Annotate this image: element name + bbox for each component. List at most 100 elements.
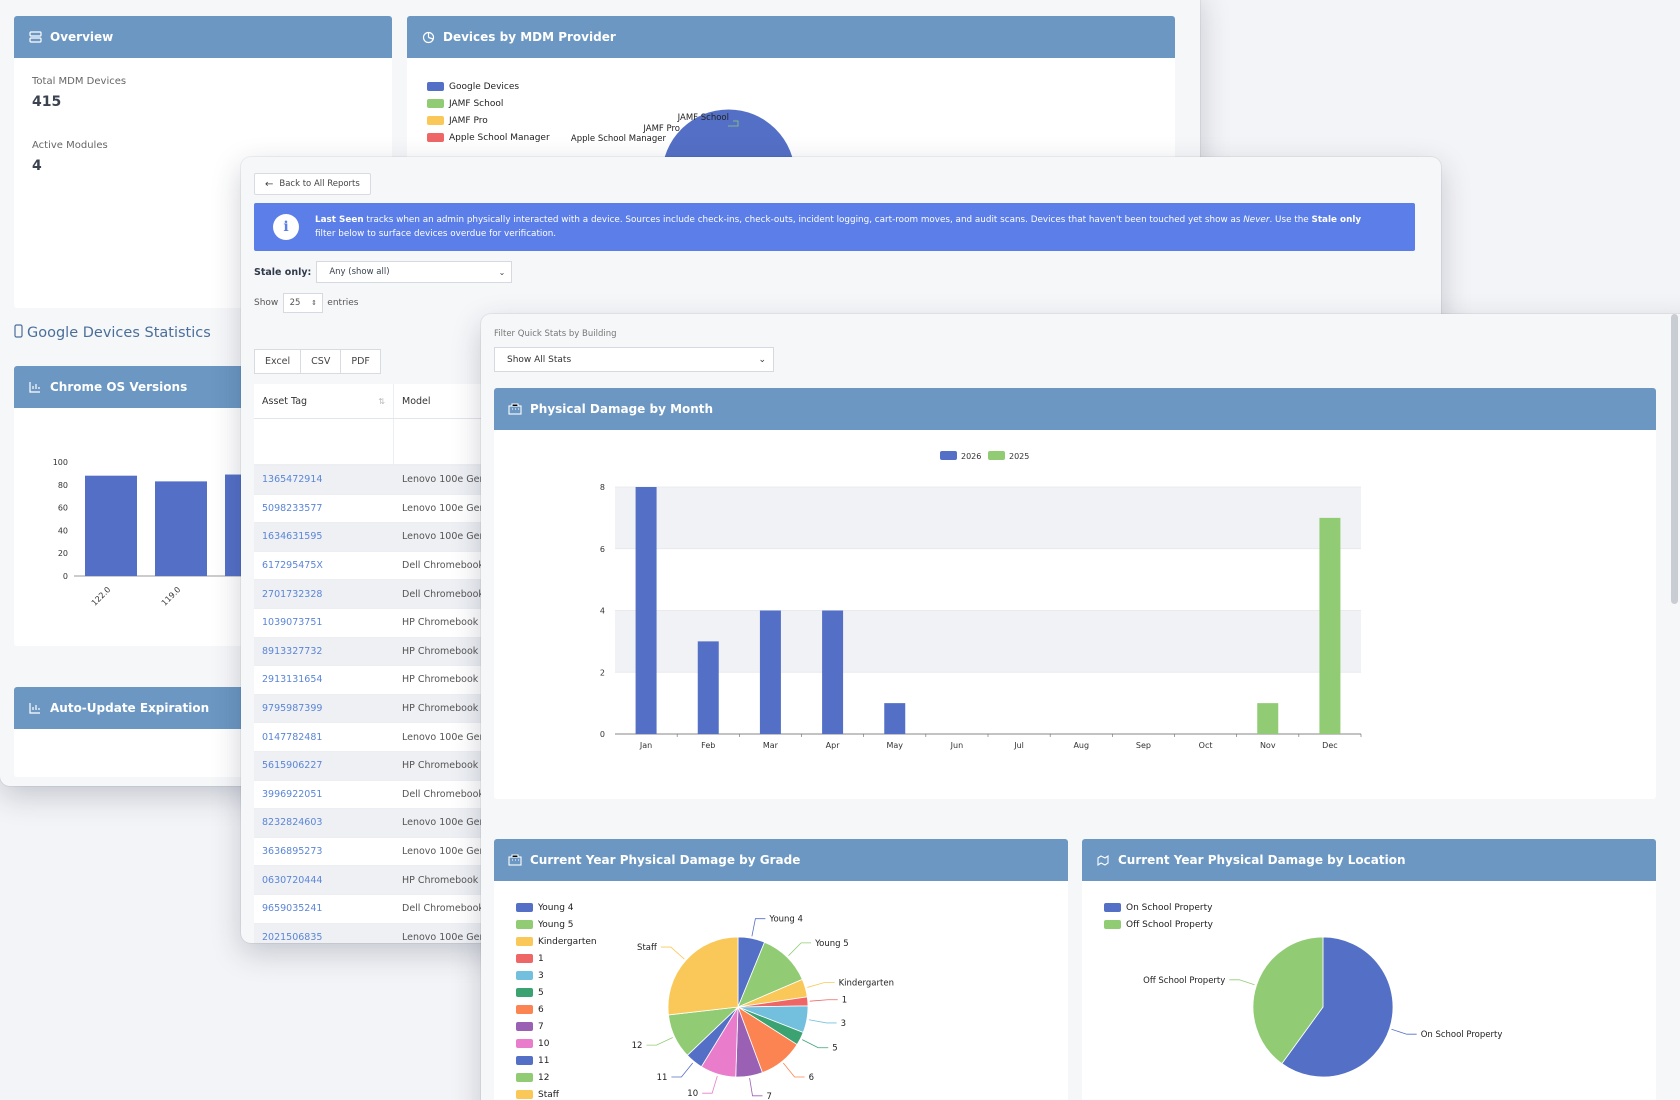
asset-tag-link[interactable]: 9795987399 bbox=[262, 703, 323, 715]
asset-tag-link[interactable]: 8232824603 bbox=[262, 817, 323, 829]
damage-month-bar-chart: 2026 2025 0 2 4 6 8 Jan Feb Mar Apr May Jun Jul Aug Sep… bbox=[600, 451, 1362, 750]
mdm-legend-item[interactable]: JAMF School bbox=[427, 95, 550, 112]
table-row[interactable]: 9795987399 HP Chromebook I bbox=[254, 693, 494, 723]
asset-tag-link[interactable]: 5098233577 bbox=[262, 502, 323, 514]
table-row[interactable]: 3996922051 Dell Chromebook bbox=[254, 779, 494, 809]
chrome-bar[interactable] bbox=[85, 475, 137, 576]
damage-bar[interactable] bbox=[635, 487, 657, 734]
pie-legend-item[interactable]: 7 bbox=[516, 1018, 597, 1035]
scrollbar-thumb[interactable] bbox=[1671, 314, 1678, 604]
pie-slice[interactable] bbox=[667, 936, 739, 1016]
pie-legend-item[interactable]: 3 bbox=[516, 967, 597, 984]
asset-tag-link[interactable]: 2701732328 bbox=[262, 588, 323, 600]
asset-tag-link[interactable]: 1039073751 bbox=[262, 617, 323, 629]
table-row[interactable]: 2021506835 Lenovo 100e Gen bbox=[254, 922, 494, 943]
pie-legend-item[interactable]: 6 bbox=[516, 1001, 597, 1018]
table-row[interactable]: 1634631595 Lenovo 100e Gen bbox=[254, 522, 494, 551]
model-cell: Dell Chromebook bbox=[402, 903, 484, 915]
asset-tag-link[interactable]: 3636895273 bbox=[262, 846, 323, 858]
legend-swatch bbox=[1104, 920, 1121, 929]
export-csv-button[interactable]: CSV bbox=[301, 349, 342, 374]
pie-legend-item[interactable]: 12 bbox=[516, 1069, 597, 1086]
damage-bar[interactable] bbox=[1319, 517, 1341, 734]
table-row[interactable]: 1039073751 HP Chromebook I bbox=[254, 607, 494, 637]
asset-tag-link[interactable]: 1365472914 bbox=[262, 474, 323, 486]
table-row[interactable]: 0147782481 Lenovo 100e Gen bbox=[254, 722, 494, 751]
pie-legend-item[interactable]: 10 bbox=[516, 1035, 597, 1052]
pie-slice[interactable] bbox=[1281, 936, 1394, 1078]
pie-slice[interactable] bbox=[1252, 936, 1324, 1065]
entries-value: 25 bbox=[289, 298, 301, 308]
damage-bar[interactable] bbox=[1257, 703, 1279, 734]
damage-month-title: Physical Damage by Month bbox=[530, 402, 714, 416]
scrollbar[interactable] bbox=[1669, 314, 1679, 614]
asset-tag-link[interactable]: 9659035241 bbox=[262, 903, 323, 915]
asset-tag-link[interactable]: 1634631595 bbox=[262, 531, 323, 543]
table-row[interactable]: 3636895273 Lenovo 100e Gen bbox=[254, 836, 494, 866]
pie-legend-item[interactable]: Kindergarten bbox=[516, 933, 597, 950]
col-asset-tag[interactable]: Asset Tag ⇅ bbox=[254, 384, 394, 418]
table-row[interactable]: 1365472914 Lenovo 100e Gen bbox=[254, 465, 494, 494]
table-row[interactable]: 8232824603 Lenovo 100e Gen bbox=[254, 808, 494, 837]
asset-tag-link[interactable]: 2913131654 bbox=[262, 674, 323, 686]
mdm-legend-item[interactable]: JAMF Pro bbox=[427, 112, 550, 129]
table-row[interactable]: 8913327732 HP Chromebook I bbox=[254, 636, 494, 666]
damage-bar[interactable] bbox=[759, 610, 781, 735]
back-to-reports-button[interactable]: ← Back to All Reports bbox=[254, 173, 371, 195]
pie-legend-item[interactable]: 11 bbox=[516, 1052, 597, 1069]
damage-bar[interactable] bbox=[884, 703, 906, 734]
asset-tag-link[interactable]: 617295475X bbox=[262, 560, 323, 572]
mdm-legend-item[interactable]: Google Devices bbox=[427, 78, 550, 95]
export-pdf-button[interactable]: PDF bbox=[341, 349, 381, 374]
sort-icon: ⇅ bbox=[378, 396, 385, 406]
pie-legend-item[interactable]: Off School Property bbox=[1104, 916, 1213, 933]
col-asset-tag-label: Asset Tag bbox=[262, 395, 308, 407]
damage-bar[interactable] bbox=[697, 641, 719, 734]
chrome-bar[interactable] bbox=[155, 481, 207, 576]
pie-label: Young 5 bbox=[814, 939, 849, 949]
pie-label: Staff bbox=[637, 943, 658, 953]
pie-legend-item[interactable]: On School Property bbox=[1104, 899, 1213, 916]
table-row[interactable]: 9659035241 Dell Chromebook bbox=[254, 893, 494, 923]
pie-label-line bbox=[788, 942, 812, 956]
export-excel-button[interactable]: Excel bbox=[254, 349, 302, 374]
asset-tag-link[interactable]: 3996922051 bbox=[262, 788, 323, 800]
legend-swatch[interactable] bbox=[988, 451, 1005, 460]
table-row[interactable]: 5098233577 Lenovo 100e Gen bbox=[254, 493, 494, 523]
entries-select[interactable]: 25 ⇕ bbox=[283, 293, 324, 313]
stale-select-value: Any (show all) bbox=[329, 267, 390, 277]
table-row[interactable]: 2913131654 HP Chromebook I bbox=[254, 665, 494, 694]
pie-legend-item[interactable]: 1 bbox=[516, 950, 597, 967]
pie-legend-item[interactable]: 5 bbox=[516, 984, 597, 1001]
building-filter-select[interactable]: Show All Stats ⌄ bbox=[494, 347, 774, 372]
legend-label[interactable]: 2025 bbox=[1009, 452, 1029, 461]
pie-legend-item[interactable]: Young 4 bbox=[516, 899, 597, 916]
damage-bar[interactable] bbox=[822, 610, 844, 735]
asset-tag-link[interactable]: 5615906227 bbox=[262, 760, 323, 772]
table-row[interactable]: 5615906227 HP Chromebook I bbox=[254, 750, 494, 780]
legend-label: 6 bbox=[538, 1004, 544, 1015]
asset-tag-link[interactable]: 0147782481 bbox=[262, 731, 323, 743]
asset-tag-link[interactable]: 2021506835 bbox=[262, 931, 323, 943]
y-tick-label: 20 bbox=[58, 549, 68, 558]
table-row[interactable]: 617295475X Dell Chromebook bbox=[254, 550, 494, 580]
sort-icon: ⇕ bbox=[311, 299, 317, 307]
pie-legend-item[interactable]: Young 5 bbox=[516, 916, 597, 933]
table-row[interactable]: 0630720444 HP Chromebook I bbox=[254, 865, 494, 894]
asset-tag-link[interactable]: 8913327732 bbox=[262, 645, 323, 657]
legend-label: 11 bbox=[538, 1055, 550, 1066]
y-tick-label: 100 bbox=[53, 458, 68, 467]
pie-label-line bbox=[1229, 979, 1255, 986]
y-tick-label: 0 bbox=[600, 730, 605, 739]
pie-legend-item[interactable]: Staff bbox=[516, 1086, 597, 1100]
table-row[interactable]: 2701732328 Dell Chromebook bbox=[254, 579, 494, 608]
stale-select[interactable]: Any (show all) ⌄ bbox=[316, 261, 513, 283]
legend-label[interactable]: 2026 bbox=[961, 452, 981, 461]
legend-swatch bbox=[427, 133, 444, 142]
asset-tag-link[interactable]: 0630720444 bbox=[262, 874, 323, 886]
legend-swatch[interactable] bbox=[940, 451, 957, 460]
mdm-legend-item[interactable]: Apple School Manager bbox=[427, 129, 550, 146]
bar-chart-icon bbox=[28, 380, 42, 394]
table-header: Asset Tag ⇅ Model bbox=[254, 384, 494, 419]
col-model[interactable]: Model bbox=[394, 396, 431, 407]
